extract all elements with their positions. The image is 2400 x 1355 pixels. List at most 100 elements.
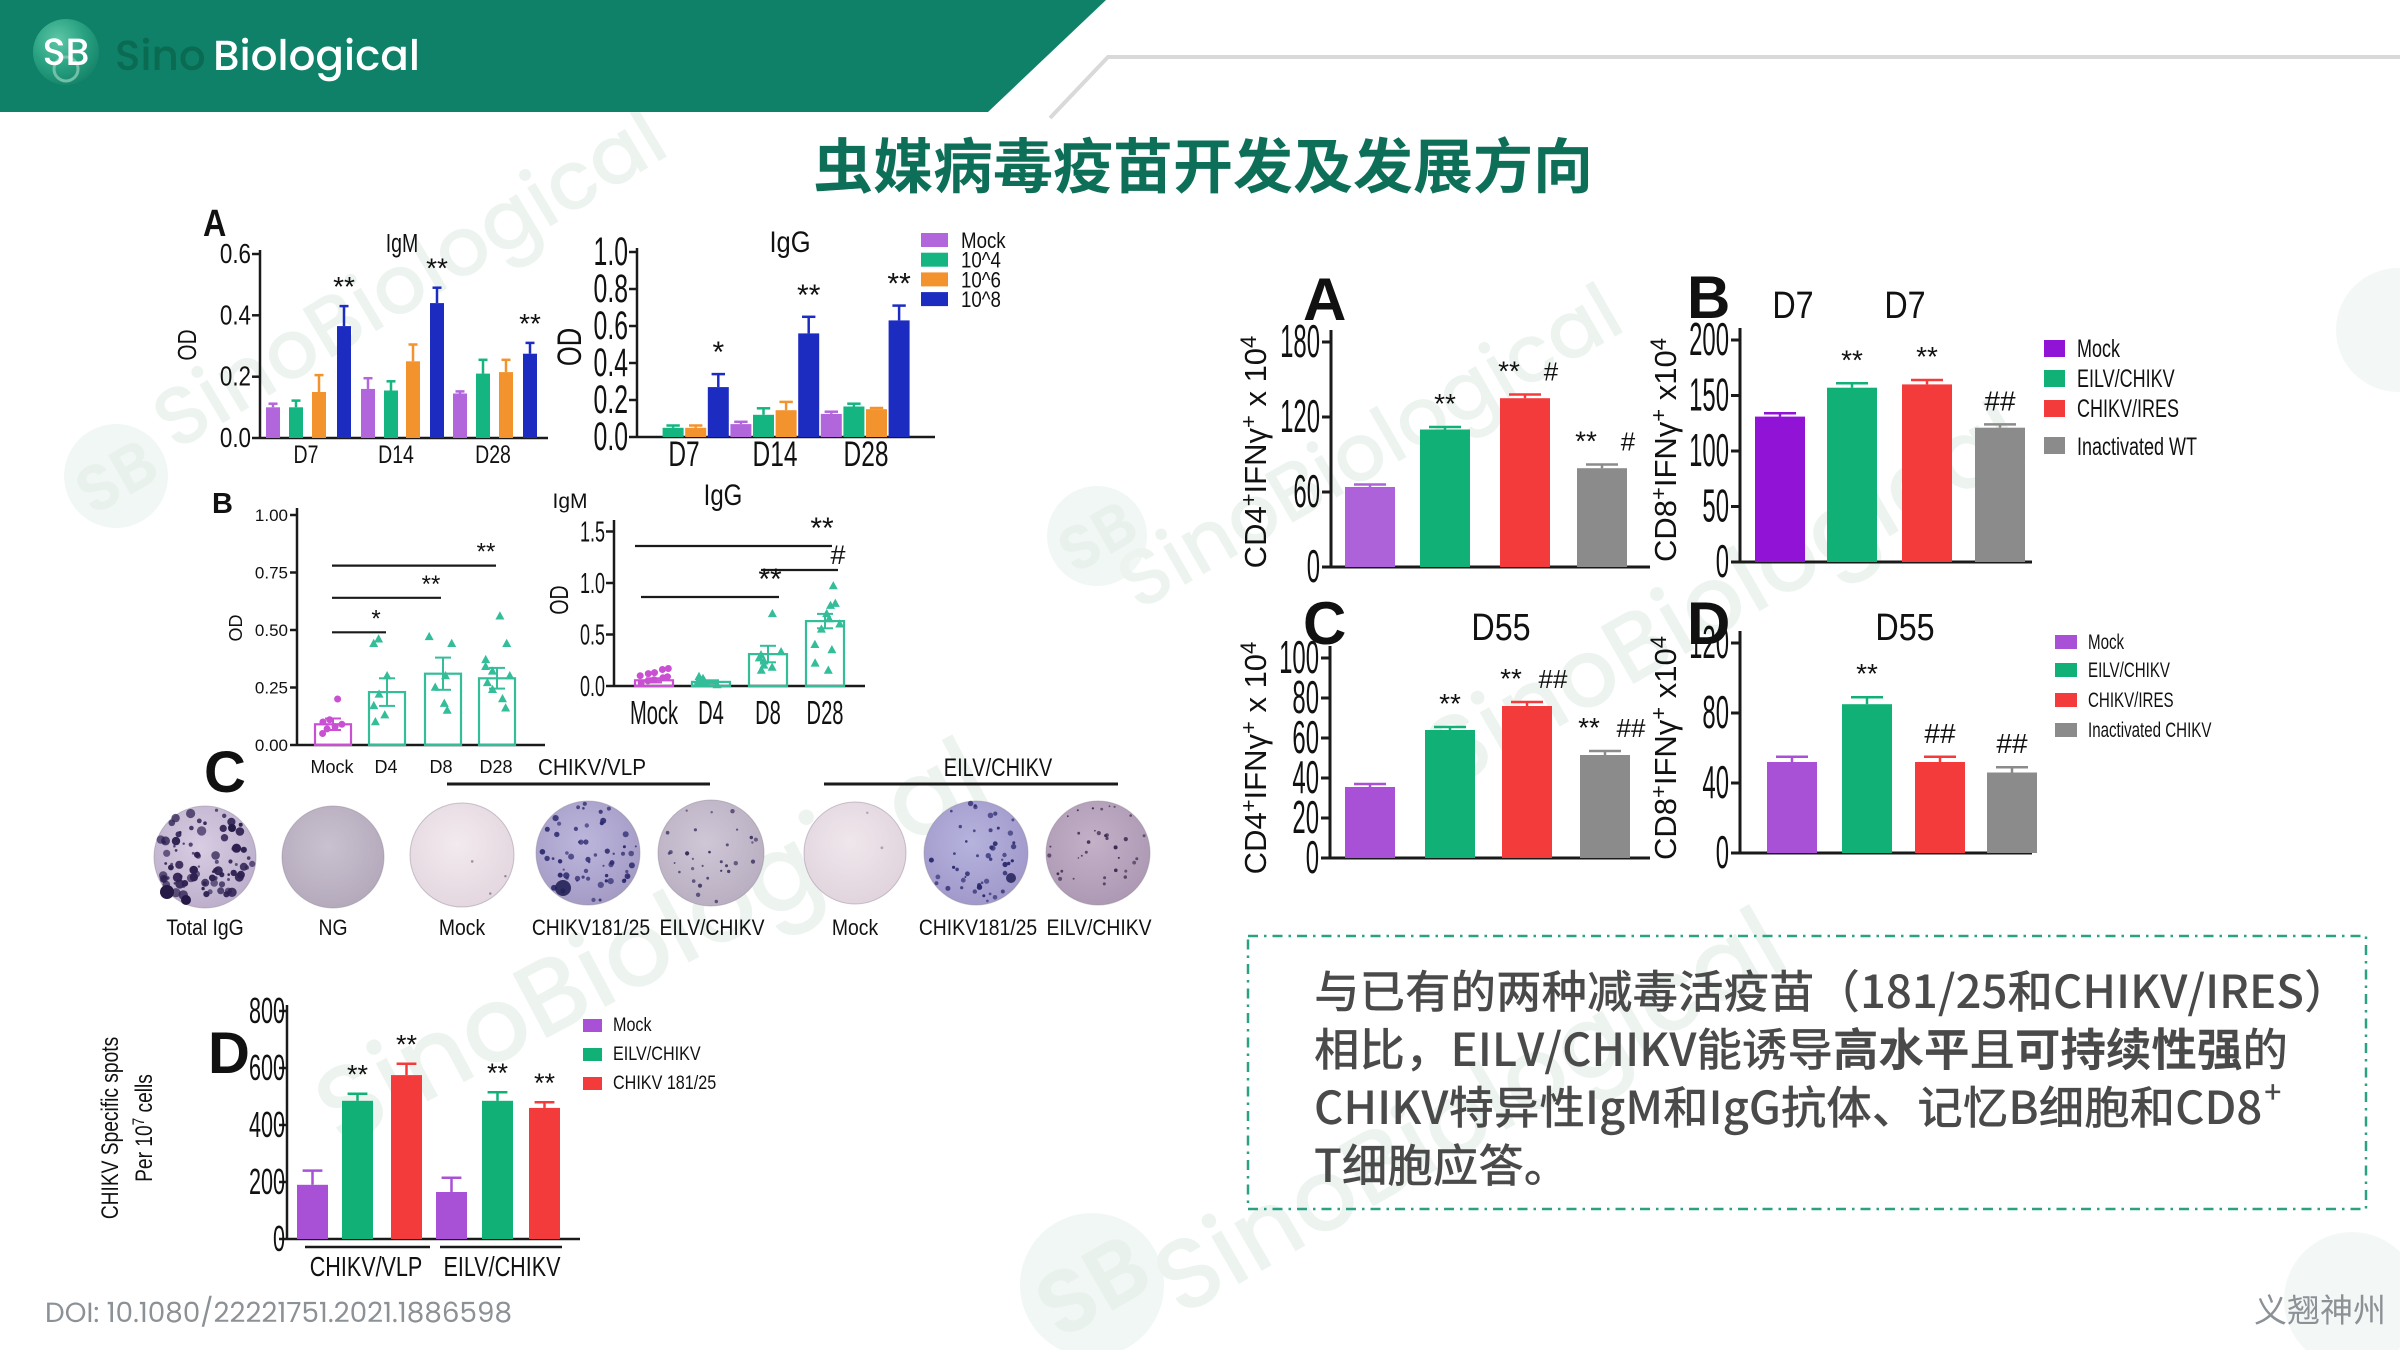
svg-text:**: ** (810, 512, 834, 545)
svg-text:D28: D28 (475, 441, 511, 469)
svg-text:*: * (712, 336, 724, 369)
svg-text:D28: D28 (479, 757, 512, 777)
svg-text:IgM: IgM (386, 228, 418, 257)
svg-text:0: 0 (273, 1219, 285, 1259)
svg-text:10^6: 10^6 (961, 269, 1001, 293)
svg-text:D14: D14 (378, 441, 414, 469)
svg-text:D: D (1687, 590, 1730, 657)
svg-text:EILV/CHIKV: EILV/CHIKV (659, 916, 764, 940)
svg-text:**: ** (1916, 341, 1938, 372)
svg-text:NG: NG (318, 916, 347, 940)
svg-text:100: 100 (1689, 425, 1729, 476)
svg-text:IgG: IgG (769, 225, 810, 258)
svg-text:200: 200 (1689, 314, 1729, 365)
svg-text:Mock: Mock (613, 1014, 652, 1036)
svg-text:**: ** (1575, 426, 1597, 457)
svg-text:200: 200 (249, 1162, 285, 1202)
svg-text:#: # (830, 540, 845, 570)
svg-text:Per 107 cells: Per 107 cells (130, 1074, 158, 1182)
svg-text:0: 0 (1307, 541, 1320, 592)
svg-text:**: ** (396, 1030, 418, 1060)
svg-text:**: ** (1434, 388, 1456, 419)
svg-text:Mock: Mock (310, 757, 354, 777)
svg-text:**: ** (534, 1068, 556, 1098)
svg-text:400: 400 (249, 1105, 285, 1145)
svg-text:CHIKV/VLP: CHIKV/VLP (538, 754, 646, 781)
svg-text:D7: D7 (668, 436, 699, 474)
svg-text:A: A (1303, 266, 1346, 333)
svg-text:Mock: Mock (832, 916, 879, 940)
svg-text:Mock: Mock (439, 916, 486, 940)
svg-text:OD: OD (173, 329, 202, 360)
svg-text:EILV/CHIKV: EILV/CHIKV (944, 754, 1052, 782)
svg-text:D: D (208, 1021, 250, 1086)
svg-text:D7: D7 (1772, 285, 1813, 327)
svg-text:D7: D7 (294, 441, 319, 469)
svg-text:EILV/CHIKV: EILV/CHIKV (613, 1043, 701, 1065)
svg-text:40: 40 (1292, 752, 1319, 803)
svg-text:CHIKV Specific spots: CHIKV Specific spots (96, 1037, 124, 1219)
svg-text:**: ** (797, 279, 821, 312)
svg-text:D28: D28 (844, 436, 889, 474)
svg-text:B: B (212, 488, 233, 520)
svg-text:0.4: 0.4 (220, 300, 251, 331)
svg-text:EILV/CHIKV: EILV/CHIKV (2077, 364, 2175, 393)
svg-text:##: ## (1996, 728, 2028, 759)
svg-text:D55: D55 (1875, 607, 1934, 649)
svg-text:CHIKV181/25: CHIKV181/25 (919, 916, 1037, 940)
svg-text:**: ** (887, 268, 911, 301)
svg-text:**: ** (1578, 712, 1600, 743)
svg-text:60: 60 (1293, 466, 1320, 517)
svg-text:D4: D4 (698, 694, 724, 731)
svg-text:150: 150 (1689, 369, 1729, 420)
svg-text:10^8: 10^8 (961, 289, 1001, 313)
svg-text:80: 80 (1292, 672, 1319, 723)
svg-text:0.0: 0.0 (594, 415, 628, 459)
svg-text:OD: OD (552, 328, 589, 366)
svg-text:##: ## (1984, 385, 2016, 416)
svg-text:D8: D8 (429, 757, 452, 777)
svg-text:Mock: Mock (961, 230, 1006, 254)
svg-text:40: 40 (1702, 757, 1729, 808)
svg-text:CD4+IFNγ+ x 104: CD4+IFNγ+ x 104 (1236, 336, 1273, 569)
svg-text:0: 0 (1716, 536, 1729, 587)
svg-text:0.2: 0.2 (594, 378, 628, 422)
svg-text:1.00: 1.00 (255, 506, 288, 525)
svg-text:OD: OD (544, 585, 573, 614)
svg-text:**: ** (333, 271, 355, 302)
svg-text:D7: D7 (1884, 285, 1925, 327)
svg-text:EILV/CHIKV: EILV/CHIKV (2088, 657, 2171, 681)
svg-text:C: C (1303, 590, 1346, 657)
svg-text:0.00: 0.00 (255, 736, 288, 755)
svg-text:Mock: Mock (2077, 334, 2120, 363)
svg-text:CD8+IFNγ+ x104: CD8+IFNγ+ x104 (1646, 636, 1683, 860)
svg-text:**: ** (1841, 344, 1863, 375)
svg-text:0.8: 0.8 (594, 267, 628, 311)
svg-text:##: ## (1924, 718, 1956, 749)
svg-text:1.5: 1.5 (580, 516, 605, 548)
svg-text:0.2: 0.2 (220, 361, 251, 392)
svg-text:180: 180 (1280, 316, 1320, 367)
svg-text:Total IgG: Total IgG (166, 916, 243, 940)
svg-text:120: 120 (1689, 617, 1729, 668)
svg-text:##: ## (1539, 664, 1568, 694)
svg-text:CHIKV/IRES: CHIKV/IRES (2088, 687, 2174, 711)
svg-text:80: 80 (1702, 687, 1729, 738)
svg-text:**: ** (422, 571, 441, 598)
svg-text:20: 20 (1292, 792, 1319, 843)
svg-text:60: 60 (1292, 712, 1319, 763)
svg-text:0.50: 0.50 (255, 621, 288, 640)
svg-text:10^4: 10^4 (961, 249, 1001, 273)
svg-text:CHIKV181/25: CHIKV181/25 (532, 916, 650, 940)
svg-text:#: # (1621, 427, 1636, 457)
svg-text:0.0: 0.0 (580, 671, 605, 703)
svg-text:**: ** (758, 563, 782, 596)
svg-text:*: * (371, 605, 380, 632)
svg-text:Mock: Mock (630, 694, 678, 731)
svg-text:**: ** (477, 539, 496, 566)
svg-text:CD8+IFNγ+ x104: CD8+IFNγ+ x104 (1646, 338, 1683, 562)
svg-text:**: ** (426, 253, 448, 284)
svg-text:50: 50 (1702, 480, 1729, 531)
svg-text:**: ** (487, 1058, 509, 1088)
svg-text:1.0: 1.0 (580, 568, 605, 600)
